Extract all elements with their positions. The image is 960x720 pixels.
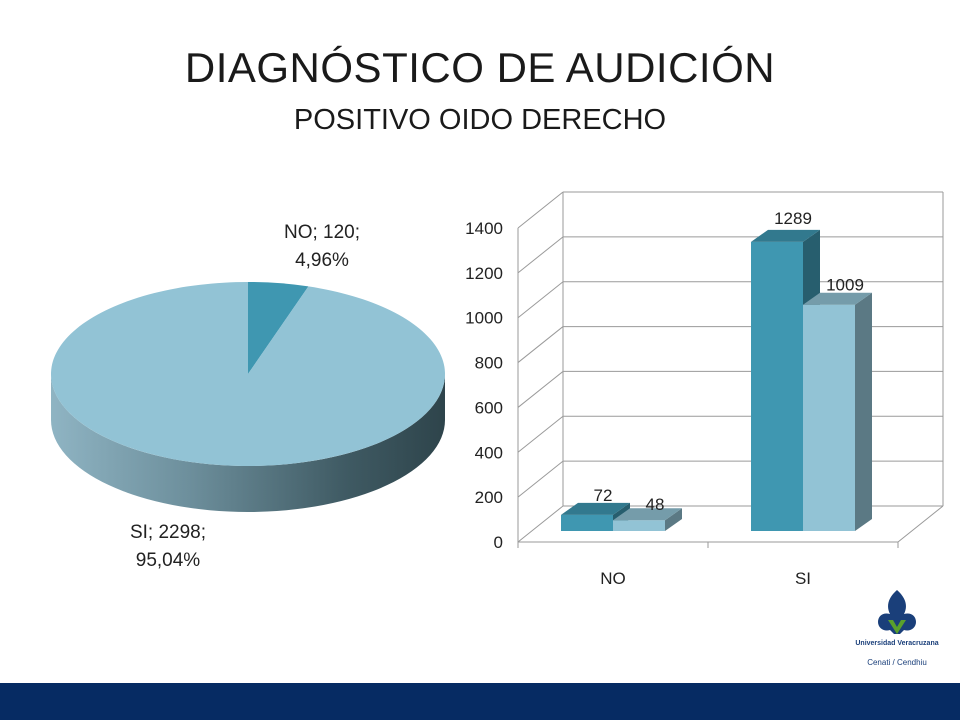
gridline xyxy=(517,505,564,543)
y-tick-label: 1400 xyxy=(465,219,503,238)
y-tick-label: 1200 xyxy=(465,264,503,283)
charts-canvas: NO; 120; 4,96% SI; 2298; 95,04% 0 200 400 600 8… xyxy=(51,191,944,588)
bar xyxy=(803,304,855,531)
bar-chart: 0 200 400 600 800 1000 1200 1400 72 48 NO 1289 1009 S… xyxy=(465,191,944,588)
pie-side-wall xyxy=(51,374,445,512)
pie-data-label: 95,04% xyxy=(136,550,201,571)
gridline xyxy=(517,371,564,408)
gridline xyxy=(517,281,564,319)
gridline xyxy=(517,236,564,274)
bar-top xyxy=(561,502,630,515)
pie-data-label: NO; 120; xyxy=(284,222,360,243)
bar-top xyxy=(751,229,820,242)
logo-university-name: Universidad Veracruzana xyxy=(855,640,939,647)
pie-data-label: SI; 2298; xyxy=(130,522,206,543)
y-tick-label: 200 xyxy=(475,488,503,507)
floor-edge xyxy=(897,505,944,543)
page-title: DIAGNÓSTICO DE AUDICIÓN xyxy=(184,44,776,91)
bar-top xyxy=(803,292,872,305)
university-logo: Universidad Veracruzana Cenati / Cendhiu xyxy=(838,584,956,682)
gridline xyxy=(517,326,564,363)
bar-data-label: 1009 xyxy=(826,276,864,295)
gridline xyxy=(517,415,564,453)
pie-data-label: 4,96% xyxy=(295,250,349,271)
bar-side xyxy=(665,508,682,531)
bar-data-label: 48 xyxy=(646,495,665,514)
bar-top xyxy=(613,508,682,521)
bar-data-label: 72 xyxy=(594,486,613,505)
logo-department: Cenati / Cendhiu xyxy=(867,658,927,667)
y-tick-label: 400 xyxy=(475,443,503,462)
pie-chart: NO; 120; 4,96% SI; 2298; 95,04% xyxy=(51,222,446,571)
logo-emblem-icon xyxy=(878,590,916,634)
y-tick-label: 600 xyxy=(475,398,503,417)
bar xyxy=(751,241,803,531)
bar xyxy=(613,520,665,531)
gridline xyxy=(517,191,564,229)
gridline xyxy=(517,460,564,498)
x-tick-label: NO xyxy=(600,569,626,588)
y-tick-label: 0 xyxy=(494,533,503,552)
pie-slice-si xyxy=(51,282,446,466)
y-tick-label: 1000 xyxy=(465,309,503,328)
bar-data-label: 1289 xyxy=(774,209,812,228)
bar xyxy=(561,514,613,531)
x-tick-label: SI xyxy=(795,569,811,588)
pie-slice-no xyxy=(248,282,309,374)
bar-side xyxy=(855,292,872,531)
page-subtitle: POSITIVO OIDO DERECHO xyxy=(293,104,667,136)
y-tick-label: 800 xyxy=(475,354,503,373)
footer-bar xyxy=(0,683,960,720)
